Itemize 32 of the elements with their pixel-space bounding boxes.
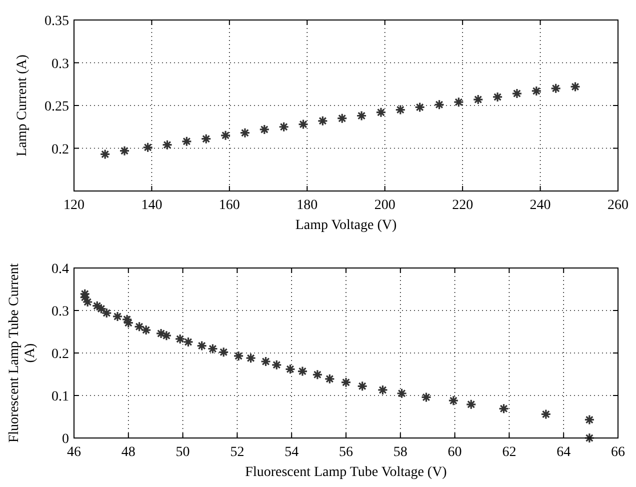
y-tick-label: 0.2: [52, 142, 69, 158]
x-tick-label: 240: [530, 198, 551, 213]
x-tick-label: 46: [67, 445, 81, 460]
y-tick-label: 0.4: [52, 262, 69, 277]
x-tick-label: 54: [284, 445, 299, 460]
x-axis-title: Fluorescent Lamp Tube Voltage (V): [245, 465, 448, 480]
y-tick-label: 0.2: [52, 347, 69, 362]
x-tick-label: 64: [556, 445, 571, 460]
y-tick-label: 0.3: [52, 56, 69, 72]
x-axis-title: Lamp Voltage (V): [295, 218, 398, 233]
y-axis-title: Fluorescent Lamp Tube Current (A): [7, 263, 38, 443]
y-tick-label: 0.25: [44, 100, 69, 114]
x-tick-label: 60: [448, 445, 462, 460]
y-tick-label: 0.35: [44, 14, 69, 29]
y-tick-label: 0.3: [52, 304, 69, 320]
x-tick-label: 180: [296, 198, 318, 213]
x-tick-label: 260: [608, 198, 628, 213]
y-tick-label: 0: [62, 432, 69, 447]
x-tick-label: 62: [502, 445, 516, 460]
x-tick-label: 200: [374, 198, 396, 213]
x-tick-label: 220: [452, 198, 474, 213]
x-tick-label: 66: [611, 445, 625, 460]
x-tick-label: 50: [176, 445, 190, 460]
y-tick-label: 0.1: [52, 390, 69, 404]
x-tick-label: 48: [121, 445, 136, 460]
y-axis-title: Lamp Current (A): [15, 54, 30, 156]
x-tick-label: 58: [393, 445, 408, 460]
x-tick-label: 56: [339, 445, 353, 460]
x-tick-label: 160: [218, 198, 240, 213]
x-tick-label: 120: [64, 198, 84, 213]
x-tick-label: 140: [141, 198, 162, 213]
x-tick-label: 52: [230, 445, 244, 460]
